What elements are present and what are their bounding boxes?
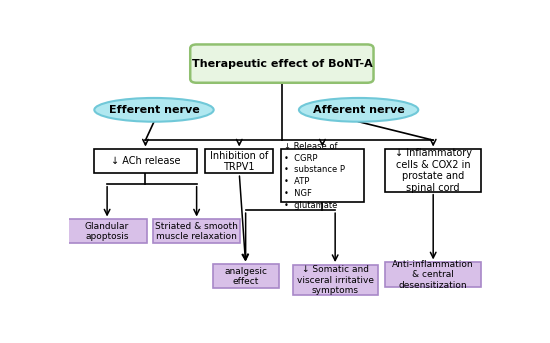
Ellipse shape [95,98,213,122]
Text: Glandular
apoptosis: Glandular apoptosis [85,222,129,241]
FancyBboxPatch shape [153,220,240,243]
FancyBboxPatch shape [205,150,273,173]
FancyBboxPatch shape [95,150,197,173]
Text: ↓ ACh release: ↓ ACh release [111,156,180,166]
Text: analgesic
effect: analgesic effect [224,267,267,286]
FancyBboxPatch shape [68,220,146,243]
Ellipse shape [299,98,419,122]
FancyBboxPatch shape [281,150,364,202]
Text: Striated & smooth
muscle relaxation: Striated & smooth muscle relaxation [155,222,238,241]
Text: Therapeutic effect of BoNT-A: Therapeutic effect of BoNT-A [191,59,372,69]
FancyBboxPatch shape [190,45,373,83]
FancyBboxPatch shape [213,264,279,288]
Text: Anti-inflammation
& central
desensitization: Anti-inflammation & central desensitizat… [392,260,474,290]
Text: Efferent nerve: Efferent nerve [109,105,199,115]
Text: ↓ Inflammatory
cells & COX2 in
prostate and
spinal cord: ↓ Inflammatory cells & COX2 in prostate … [395,148,472,193]
Text: ↓ Somatic and
visceral irritative
symptoms: ↓ Somatic and visceral irritative sympto… [296,265,373,295]
Text: ↓ Release of
•  CGRP
•  substance P
•  ATP
•  NGF
•  glutamate: ↓ Release of • CGRP • substance P • ATP … [284,142,345,210]
FancyBboxPatch shape [385,150,481,192]
Text: Afferent nerve: Afferent nerve [313,105,404,115]
FancyBboxPatch shape [385,262,481,287]
FancyBboxPatch shape [293,265,378,295]
Text: Inhibition of
TRPV1: Inhibition of TRPV1 [210,151,268,172]
